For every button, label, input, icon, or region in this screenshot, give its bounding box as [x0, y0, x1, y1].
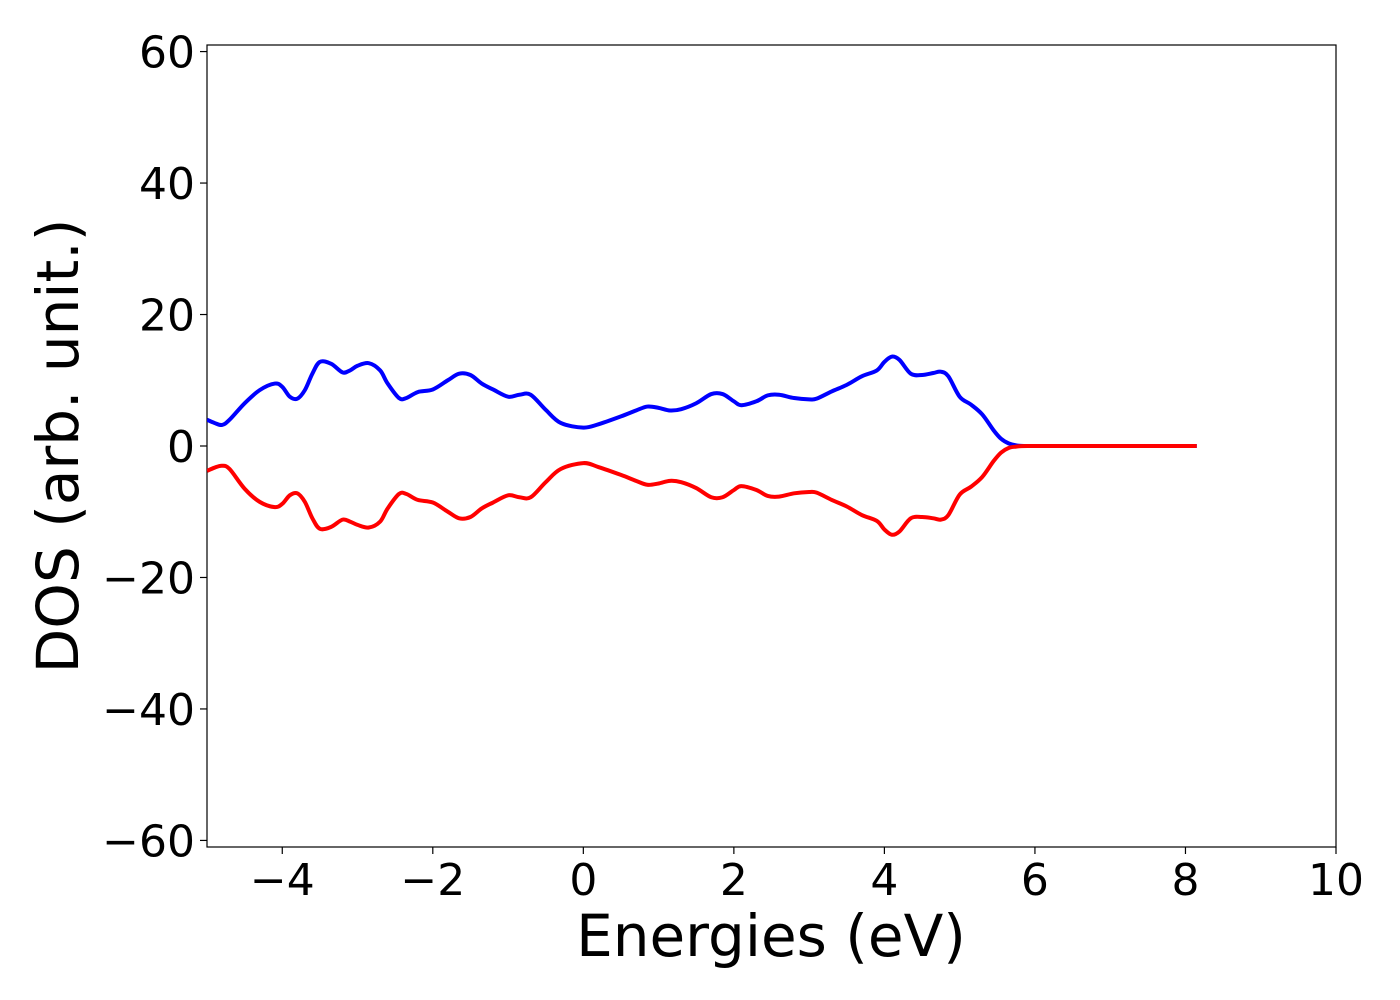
y-tick-label: −20 — [102, 553, 195, 604]
x-tick-label: −2 — [400, 855, 465, 906]
y-tick-label: 0 — [167, 422, 195, 473]
y-tick-label: −60 — [102, 816, 195, 867]
spin-down-dos-line — [207, 443, 1197, 537]
series-layer — [207, 354, 1197, 537]
y-tick-label: 60 — [139, 28, 195, 79]
spin-up-dos-line — [207, 354, 1197, 449]
x-tick-label: 6 — [1021, 855, 1049, 906]
y-axis: −60 −40 −20 0 20 40 60 — [102, 28, 207, 867]
x-axis: −4 −2 0 2 4 6 8 10 — [250, 847, 1364, 906]
x-tick-label: 10 — [1308, 855, 1364, 906]
y-axis-title: DOS (arb. unit.) — [24, 219, 92, 674]
x-tick-label: 2 — [720, 855, 748, 906]
x-axis-title: Energies (eV) — [576, 902, 966, 970]
x-tick-label: −4 — [250, 855, 315, 906]
x-tick-label: 4 — [870, 855, 898, 906]
y-tick-label: 20 — [139, 291, 195, 342]
y-tick-label: 40 — [139, 159, 195, 210]
x-tick-label: 0 — [569, 855, 597, 906]
y-tick-label: −40 — [102, 685, 195, 736]
x-tick-label: 8 — [1171, 855, 1199, 906]
